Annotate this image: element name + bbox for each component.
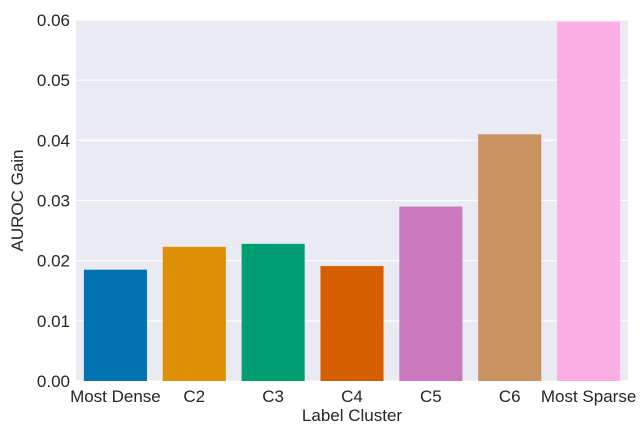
- y-axis-label: AUROC Gain: [8, 149, 27, 251]
- bar-most-sparse: [557, 21, 621, 382]
- y-tick-label: 0.06: [37, 11, 70, 30]
- y-tick-label: 0.02: [37, 252, 70, 271]
- x-tick-label: C3: [262, 387, 284, 406]
- x-tick-label: Most Sparse: [541, 387, 636, 406]
- x-axis-label: Label Cluster: [302, 406, 403, 423]
- y-tick-label: 0.05: [37, 71, 70, 90]
- bars: [83, 21, 621, 382]
- bar-c3: [241, 243, 305, 381]
- x-tick-label: C2: [183, 387, 205, 406]
- bar-c2: [162, 246, 226, 381]
- x-tick-labels: Most Dense C2 C3 C4 C5 C6 Most Sparse: [70, 387, 636, 406]
- bar-c4: [320, 266, 384, 381]
- bar-most-dense: [83, 269, 147, 381]
- bar-c5: [399, 206, 463, 381]
- y-tick-label: 0.01: [37, 312, 70, 331]
- x-tick-label: C4: [341, 387, 363, 406]
- x-tick-label: C5: [420, 387, 442, 406]
- y-tick-label: 0.00: [37, 372, 70, 391]
- bar-c6: [478, 134, 542, 381]
- x-tick-label: Most Dense: [70, 387, 161, 406]
- y-tick-label: 0.03: [37, 192, 70, 211]
- x-tick-label: C6: [499, 387, 521, 406]
- y-tick-labels: 0.00 0.01 0.02 0.03 0.04 0.05 0.06: [37, 11, 70, 391]
- y-tick-label: 0.04: [37, 131, 70, 150]
